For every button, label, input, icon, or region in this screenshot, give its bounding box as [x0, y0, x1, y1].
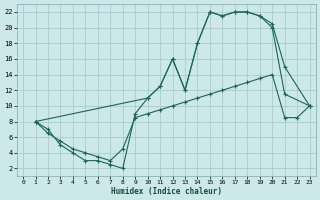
X-axis label: Humidex (Indice chaleur): Humidex (Indice chaleur) [111, 187, 222, 196]
